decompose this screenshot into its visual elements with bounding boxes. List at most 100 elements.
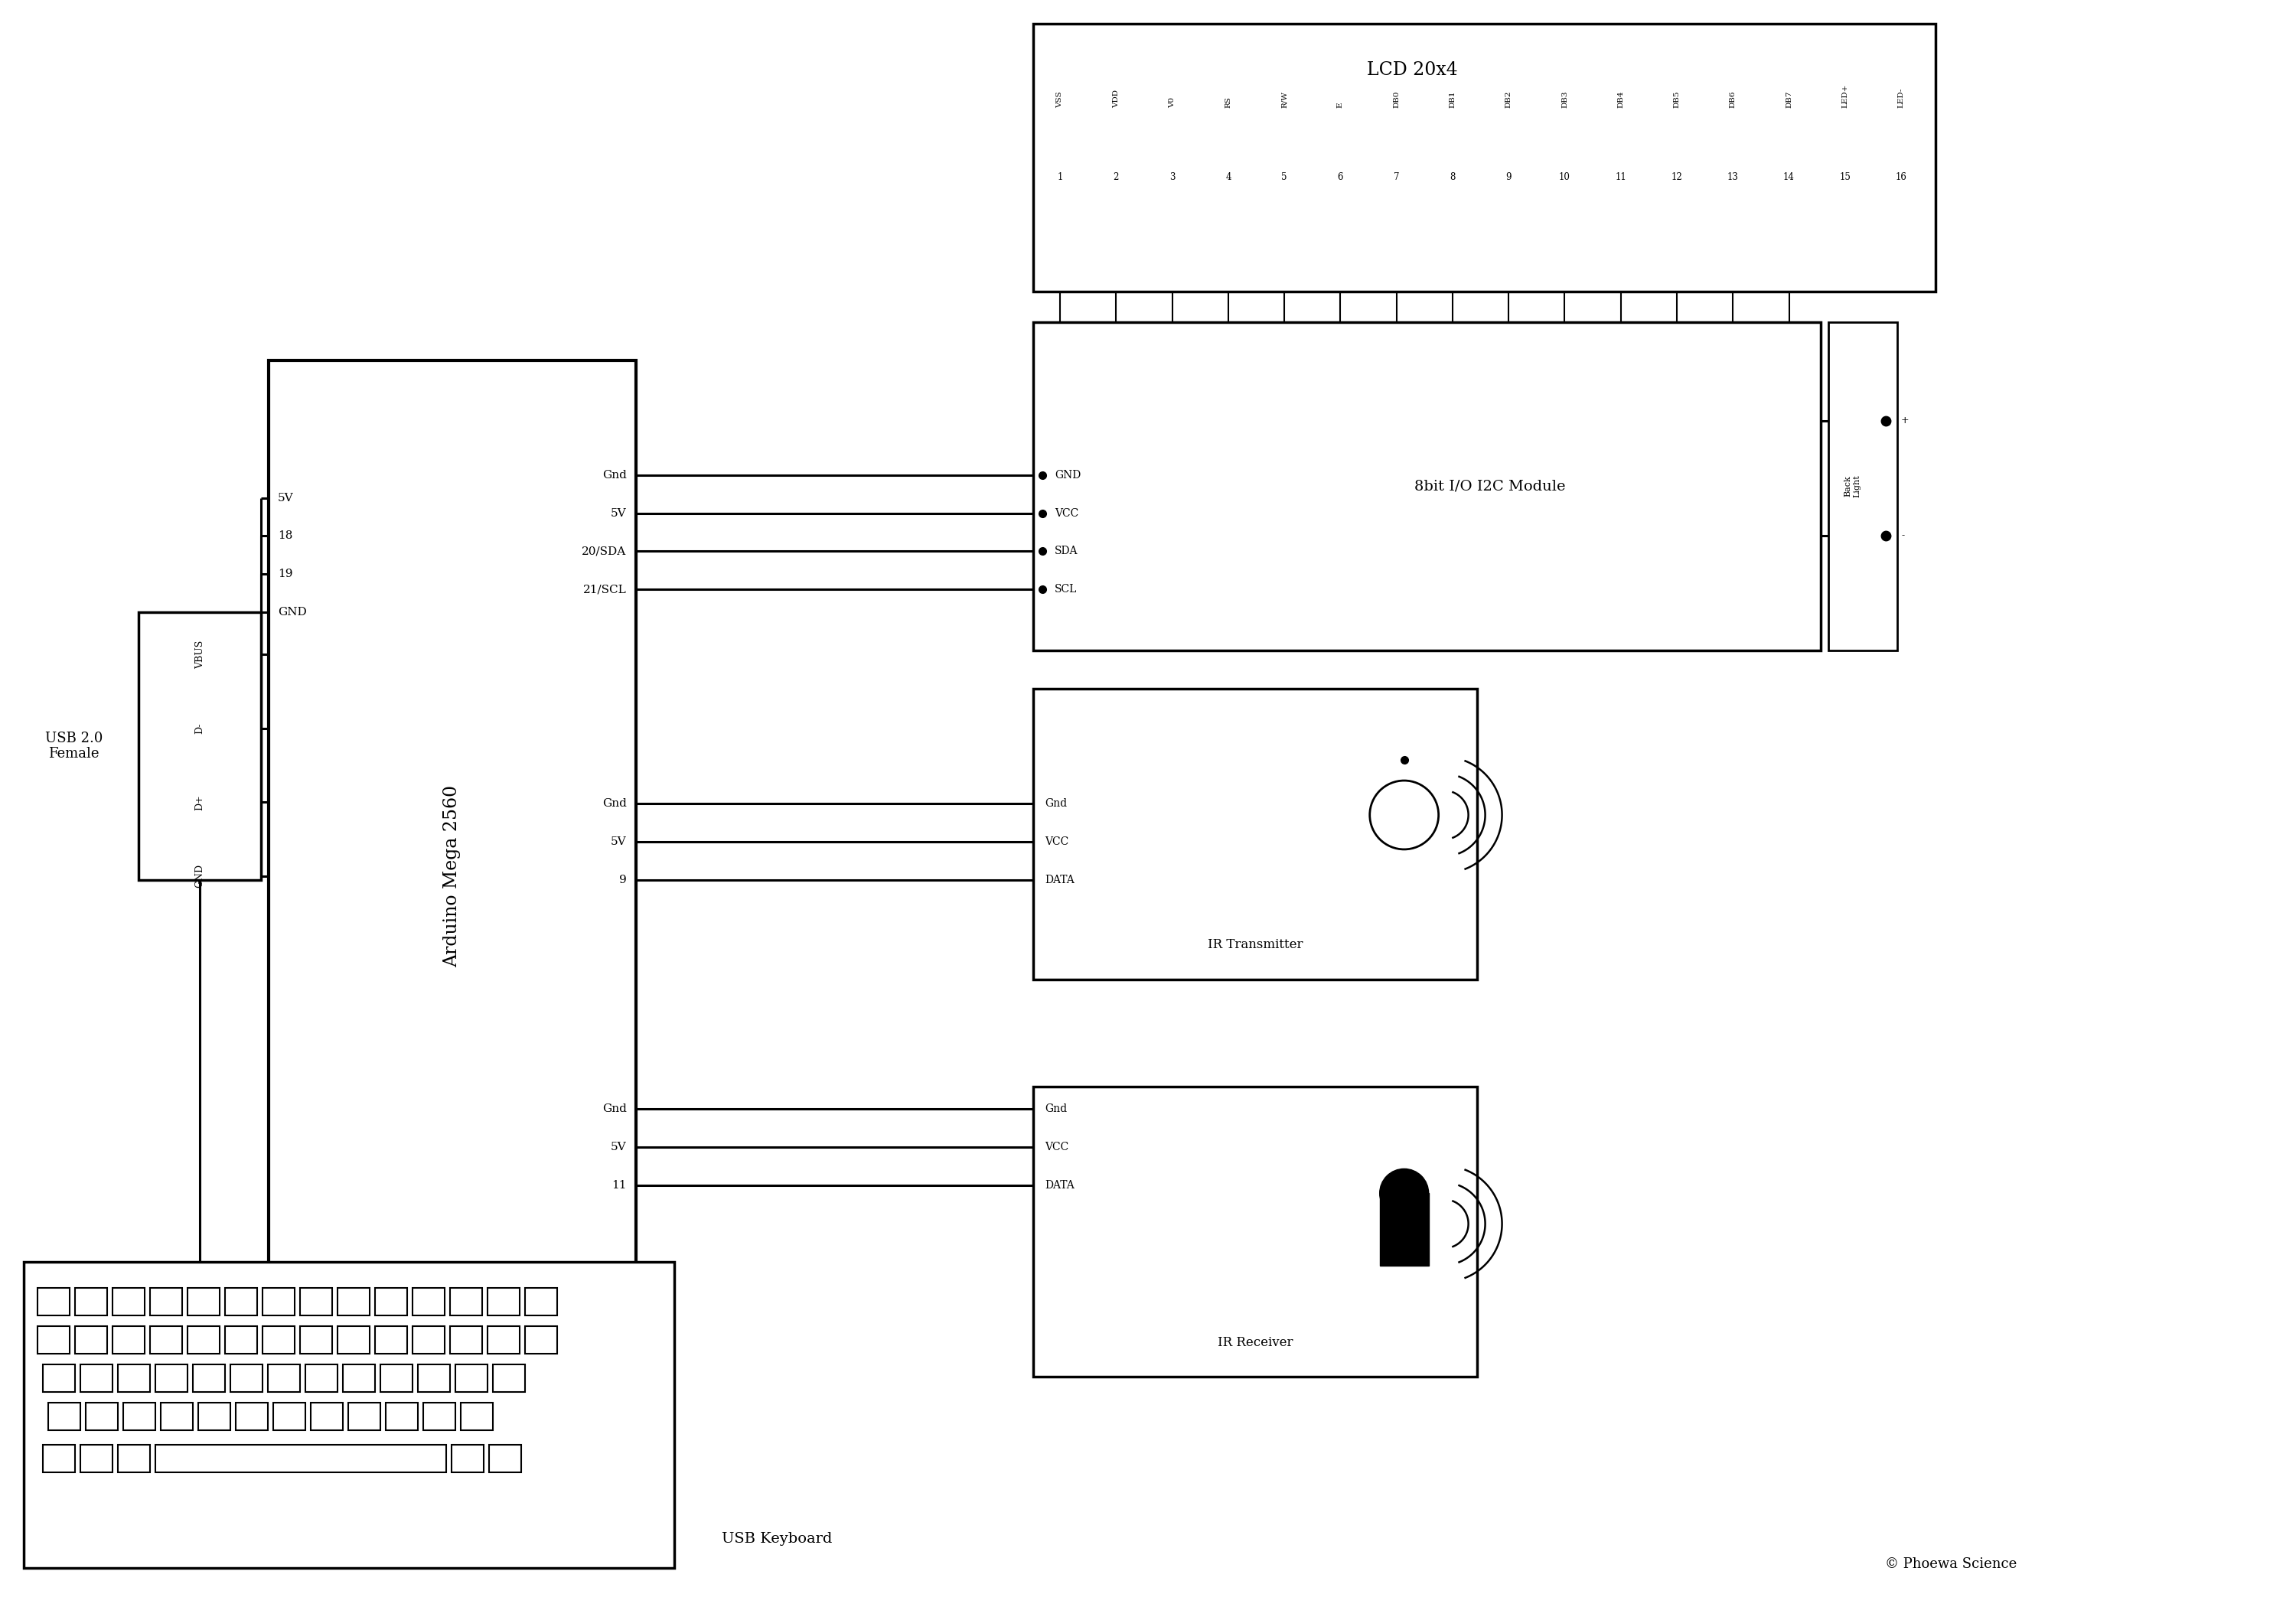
Text: 11: 11 — [1614, 172, 1626, 182]
Bar — [76, 1326, 108, 1353]
Bar — [80, 1445, 113, 1472]
Bar — [413, 1289, 445, 1316]
Text: VBUS: VBUS — [195, 640, 204, 669]
Text: 2: 2 — [1114, 172, 1118, 182]
Text: DB6: DB6 — [1729, 92, 1736, 108]
Text: DB4: DB4 — [1616, 92, 1623, 108]
Bar — [48, 1403, 80, 1430]
Text: 13: 13 — [1727, 172, 1738, 182]
Text: Gnd: Gnd — [602, 469, 627, 480]
Text: 5V: 5V — [278, 492, 294, 503]
Bar — [37, 1289, 69, 1316]
Text: E: E — [1336, 103, 1343, 108]
Text: Arduino Mega 2560: Arduino Mega 2560 — [443, 784, 461, 967]
Text: Back
Light: Back Light — [1844, 476, 1860, 498]
Bar — [374, 1289, 406, 1316]
Bar — [269, 1364, 301, 1392]
Bar — [461, 1403, 494, 1430]
Text: D+: D+ — [195, 794, 204, 810]
Text: DATA: DATA — [1045, 1180, 1075, 1191]
Bar — [188, 1326, 220, 1353]
Bar — [487, 1289, 519, 1316]
Text: SDA: SDA — [1054, 546, 1079, 556]
Text: DB2: DB2 — [1506, 92, 1513, 108]
Text: IR Transmitter: IR Transmitter — [1208, 938, 1302, 951]
Bar — [338, 1289, 370, 1316]
Bar — [225, 1289, 257, 1316]
Bar — [1033, 24, 1936, 291]
Text: 5V: 5V — [611, 1143, 627, 1152]
Text: VCC: VCC — [1045, 836, 1068, 847]
Bar — [230, 1364, 262, 1392]
Bar — [113, 1326, 145, 1353]
Bar — [349, 1403, 381, 1430]
Bar — [450, 1326, 482, 1353]
Text: -: - — [1901, 530, 1903, 540]
Text: 20/SDA: 20/SDA — [581, 546, 627, 556]
Bar — [413, 1326, 445, 1353]
Text: DB7: DB7 — [1786, 92, 1793, 108]
Bar — [1033, 689, 1476, 979]
Text: 8: 8 — [1449, 172, 1456, 182]
Text: 9: 9 — [620, 874, 627, 885]
Text: R/W: R/W — [1281, 92, 1288, 108]
Text: 15: 15 — [1839, 172, 1851, 182]
Text: 5: 5 — [1281, 172, 1288, 182]
Text: SCL: SCL — [1054, 585, 1077, 595]
Bar — [450, 1289, 482, 1316]
Bar — [452, 1445, 484, 1472]
Bar — [301, 1326, 333, 1353]
Text: LCD 20x4: LCD 20x4 — [1366, 61, 1458, 79]
Bar — [381, 1364, 413, 1392]
Circle shape — [1380, 1168, 1428, 1218]
Bar — [342, 1364, 374, 1392]
Text: DB1: DB1 — [1449, 92, 1456, 108]
Text: 18: 18 — [278, 530, 292, 542]
Bar — [161, 1403, 193, 1430]
Bar — [273, 1403, 305, 1430]
Bar — [310, 1403, 342, 1430]
Bar — [44, 1445, 76, 1472]
Text: V0: V0 — [1169, 98, 1176, 108]
Bar — [487, 1326, 519, 1353]
Text: DB3: DB3 — [1561, 92, 1568, 108]
Text: VCC: VCC — [1054, 508, 1079, 519]
Text: DB0: DB0 — [1394, 92, 1401, 108]
Bar — [156, 1445, 445, 1472]
Text: 19: 19 — [278, 569, 294, 580]
Text: 12: 12 — [1671, 172, 1683, 182]
Text: 8bit I/O I2C Module: 8bit I/O I2C Module — [1414, 479, 1566, 493]
Text: IR Receiver: IR Receiver — [1217, 1335, 1293, 1348]
Text: 11: 11 — [611, 1180, 627, 1191]
Bar — [149, 1326, 181, 1353]
Bar — [374, 1326, 406, 1353]
Bar — [138, 612, 262, 881]
Bar — [37, 1326, 69, 1353]
Text: 14: 14 — [1784, 172, 1795, 182]
Text: LED-: LED- — [1899, 88, 1906, 108]
Text: +: + — [1901, 416, 1910, 426]
Text: VSS: VSS — [1056, 92, 1063, 108]
Text: 3: 3 — [1169, 172, 1176, 182]
Text: Gnd: Gnd — [602, 799, 627, 808]
Text: D-: D- — [195, 723, 204, 734]
Bar — [305, 1364, 338, 1392]
Bar — [113, 1289, 145, 1316]
Text: 10: 10 — [1559, 172, 1570, 182]
Text: GND: GND — [195, 865, 204, 889]
Text: Gnd: Gnd — [1045, 799, 1068, 808]
Text: 6: 6 — [1339, 172, 1343, 182]
Text: Gnd: Gnd — [1045, 1104, 1068, 1115]
Text: Gnd: Gnd — [602, 1104, 627, 1115]
Bar — [1380, 1194, 1428, 1266]
Text: VDD: VDD — [1114, 90, 1120, 108]
Bar — [262, 1289, 294, 1316]
Bar — [156, 1364, 188, 1392]
Bar — [76, 1289, 108, 1316]
Text: 5V: 5V — [611, 508, 627, 519]
Bar — [526, 1326, 558, 1353]
Bar — [117, 1364, 149, 1392]
Bar — [1033, 1086, 1476, 1377]
Text: 4: 4 — [1226, 172, 1231, 182]
Text: DB5: DB5 — [1674, 92, 1681, 108]
